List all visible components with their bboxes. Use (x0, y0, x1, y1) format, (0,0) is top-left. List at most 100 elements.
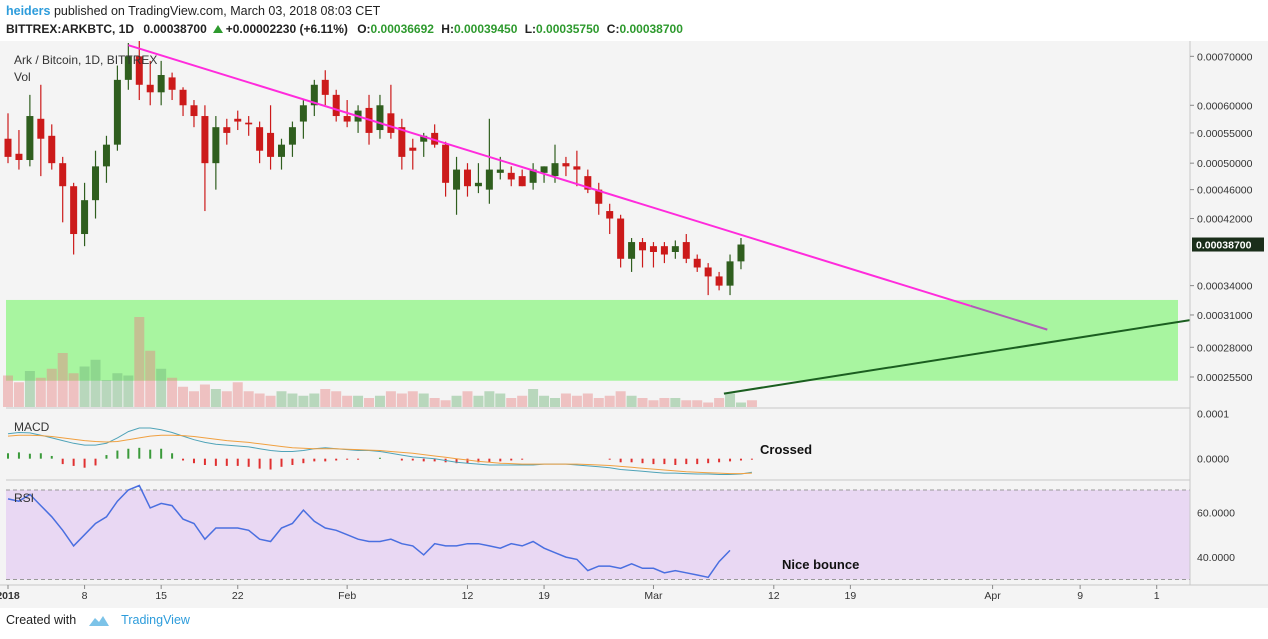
volume-bar (440, 400, 451, 407)
candle-bull (299, 105, 307, 122)
candle-bear (660, 246, 668, 255)
resistance-extension (970, 304, 1048, 331)
macd-annotation: Crossed (760, 442, 812, 457)
macd-histogram-bar (302, 458, 305, 464)
rsi-tick-label: 60.0000 (1197, 507, 1235, 519)
candle-bear (584, 176, 592, 190)
volume-bar (593, 398, 604, 407)
macd-histogram-bar (630, 458, 633, 463)
volume-bar (342, 395, 353, 407)
macd-histogram-bar (411, 458, 414, 461)
time-tick-label: 2018 (0, 590, 20, 602)
macd-histogram-bar (696, 458, 699, 465)
price-tick-label: 0.00031000 (1197, 310, 1253, 322)
macd-histogram-bar (127, 448, 130, 459)
macd-histogram-bar (641, 458, 644, 464)
chart-title: Ark / Bitcoin, 1D, BITTREX (14, 53, 157, 67)
macd-histogram-bar (280, 458, 283, 467)
candle-bull (212, 127, 220, 164)
time-tick-label: Mar (644, 590, 663, 602)
macd-histogram-bar (291, 458, 294, 465)
volume-bar (199, 384, 210, 407)
volume-bar (495, 393, 506, 407)
candle-bear (15, 153, 23, 161)
candle-bear (409, 147, 417, 151)
last-price: 0.00038700 (143, 22, 207, 36)
macd-histogram-bar (105, 455, 108, 459)
volume-bar (735, 402, 746, 407)
macd-histogram-bar (313, 458, 316, 462)
candle-bear (343, 116, 351, 122)
candle-bear (398, 127, 406, 157)
volume-bar (364, 398, 375, 407)
volume-bar (57, 353, 68, 407)
close-label: C: (606, 22, 620, 36)
candle-bull (92, 166, 100, 201)
macd-histogram-bar (521, 458, 524, 460)
support-zone (6, 299, 1178, 381)
candle-bear (431, 132, 439, 145)
volume-bar (35, 377, 46, 407)
candle-bear (442, 144, 450, 183)
macd-pane-bg (6, 409, 1190, 479)
macd-histogram-bar (269, 458, 272, 470)
macd-histogram-bar (378, 457, 381, 459)
macd-histogram-bar (357, 458, 360, 460)
candle-bull (157, 75, 165, 93)
volume-bar (353, 395, 364, 407)
macd-histogram-bar (433, 458, 436, 462)
volume-bar (79, 366, 90, 407)
volume-bar (517, 395, 528, 407)
volume-bar (506, 398, 517, 407)
volume-bar (298, 395, 309, 407)
volume-bar (637, 398, 648, 407)
rsi-axis-labels: 60.0000 40.0000 (1197, 507, 1235, 564)
rsi-annotation: Nice bounce (782, 557, 859, 572)
volume-bar (396, 393, 407, 407)
candle-bull (288, 127, 296, 145)
candle-bear (562, 163, 570, 167)
volume-bar (582, 393, 593, 407)
candle-bear (201, 116, 209, 164)
volume-bar (13, 382, 24, 407)
candle-bull (376, 105, 384, 131)
volume-bar (101, 380, 112, 407)
tradingview-brand-link[interactable]: TradingView (121, 613, 190, 627)
last-price-tag: 0.00038700 (1192, 237, 1264, 252)
volume-bar (68, 373, 79, 407)
candle-bull (124, 56, 132, 80)
price-tick-label: 0.00050000 (1197, 158, 1253, 170)
macd-histogram-bar (400, 458, 403, 461)
support-trendline[interactable] (723, 319, 1191, 395)
rsi-band (6, 489, 1190, 580)
macd-histogram-bar (116, 450, 119, 459)
volume-bar (670, 398, 681, 407)
volume-bar (418, 393, 429, 407)
candle-bear (332, 94, 340, 117)
candle-bull (420, 135, 428, 142)
author-name[interactable]: heiders (6, 4, 51, 18)
macd-histogram-bar (685, 458, 688, 465)
rsi-label: RSI (14, 491, 34, 505)
volume-bar (429, 398, 440, 407)
volume-bar (550, 398, 560, 407)
resistance-trendline[interactable] (128, 44, 972, 307)
volume-bar (309, 393, 320, 407)
candle-bear (135, 56, 143, 85)
volume-bar (374, 395, 385, 407)
up-arrow-icon (212, 25, 223, 33)
time-tick-label: Apr (984, 590, 1001, 602)
macd-histogram-bar (324, 458, 327, 462)
macd-histogram-bar (247, 458, 250, 467)
price-tick-label: 0.00034000 (1197, 281, 1253, 293)
volume-bar (703, 402, 714, 407)
volume-bar (604, 395, 615, 407)
candle-bear (321, 79, 329, 95)
volume-bar (24, 371, 35, 407)
tradingview-logo-icon (88, 615, 109, 626)
candle-bull (540, 166, 548, 173)
candle-bear (48, 135, 56, 164)
candlestick-chart[interactable]: 0.00070000 0.00060000 0.00055000 0.00050000… (0, 41, 1268, 608)
macd-histogram-bar (488, 458, 491, 463)
macd-label: MACD (14, 420, 50, 434)
